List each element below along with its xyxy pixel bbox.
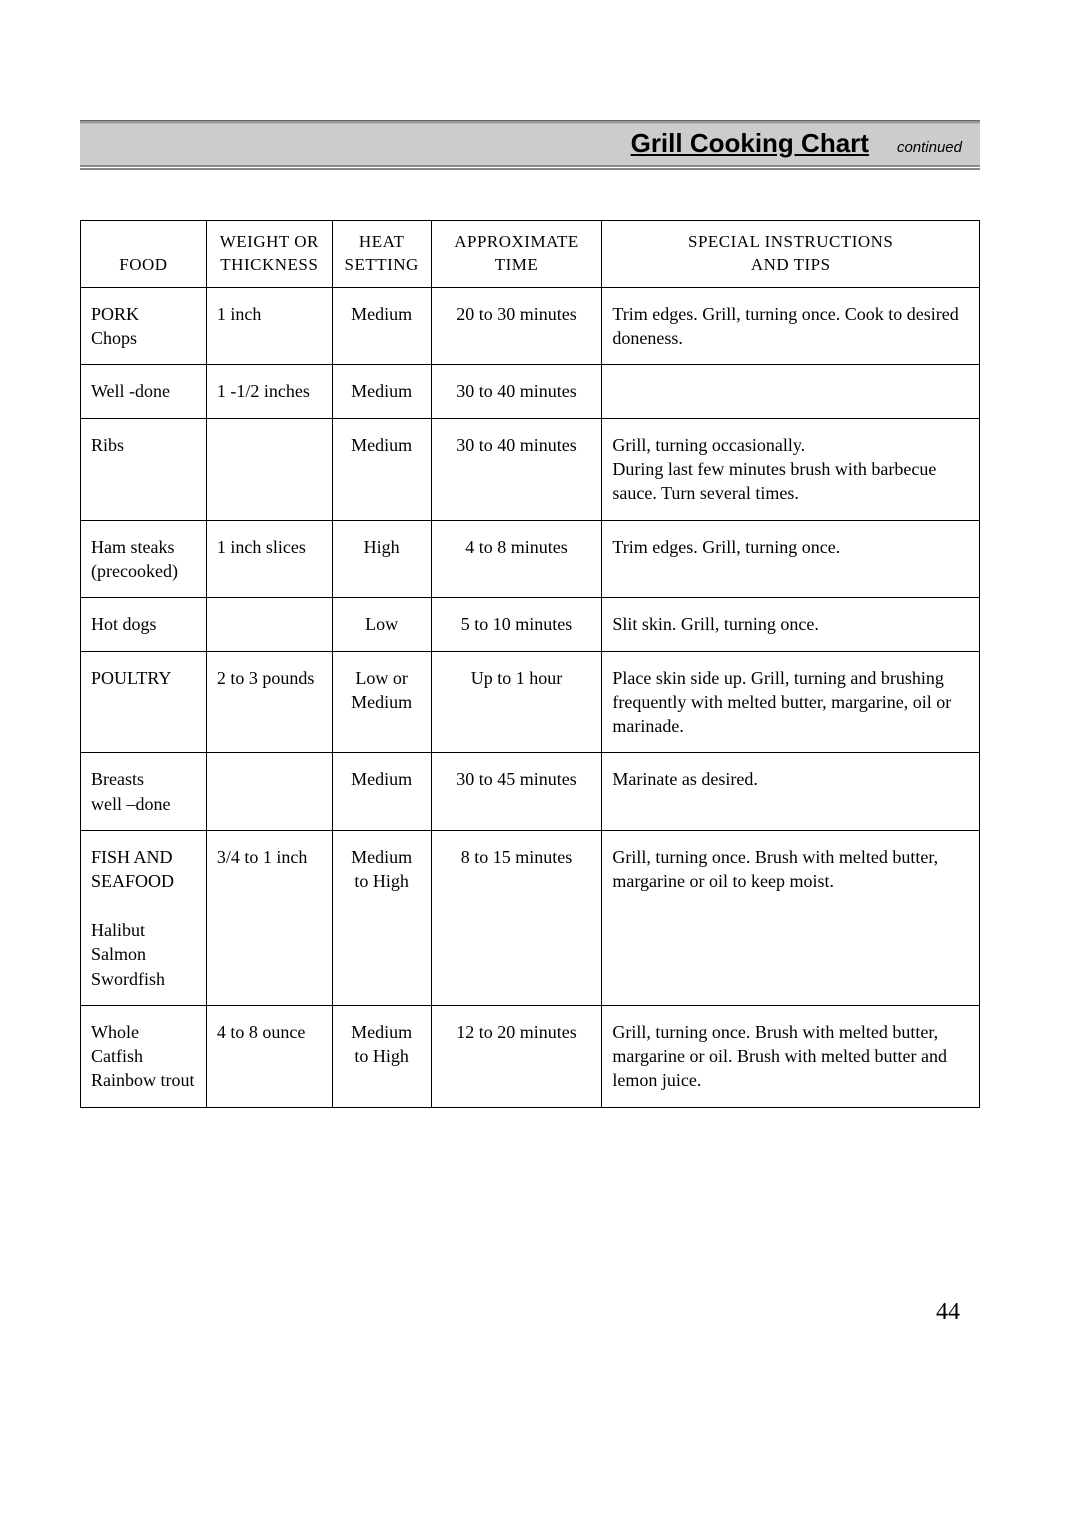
title-rule-bottom — [80, 168, 980, 170]
table-row: Ham steaks (precooked)1 inch slicesHigh4… — [81, 520, 980, 598]
page-number: 44 — [936, 1299, 960, 1326]
header-line1: APPROXIMATE — [454, 232, 579, 251]
table-header-row: FOOD WEIGHT OR THICKNESS HEAT SETTING AP… — [81, 221, 980, 288]
table-body: PORK Chops1 inchMedium20 to 30 minutesTr… — [81, 287, 980, 1107]
table-row: Well -done1 -1/2 inchesMedium30 to 40 mi… — [81, 365, 980, 418]
table-row: Ribs Medium30 to 40 minutesGrill, turning… — [81, 418, 980, 520]
header-line2: THICKNESS — [220, 255, 318, 274]
table-header: FOOD WEIGHT OR THICKNESS HEAT SETTING AP… — [81, 221, 980, 288]
table-row: PORK Chops1 inchMedium20 to 30 minutesTr… — [81, 287, 980, 365]
cell-heat: Low — [332, 598, 431, 651]
cell-time: 30 to 45 minutes — [431, 753, 602, 831]
header-line1: SPECIAL INSTRUCTIONS — [688, 232, 893, 251]
cell-tips: Trim edges. Grill, turning once. Cook to… — [602, 287, 980, 365]
cell-time: 30 to 40 minutes — [431, 365, 602, 418]
header-line2: SETTING — [344, 255, 418, 274]
table-row: Breasts well –done Medium30 to 45 minutes… — [81, 753, 980, 831]
cell-time: Up to 1 hour — [431, 651, 602, 753]
cell-food: Whole Catfish Rainbow trout — [81, 1005, 207, 1107]
table-row: POULTRY2 to 3 poundsLow or MediumUp to 1… — [81, 651, 980, 753]
cell-heat: Medium to High — [332, 831, 431, 1006]
header-line1: WEIGHT OR — [220, 232, 319, 251]
table-row: Whole Catfish Rainbow trout4 to 8 ounceM… — [81, 1005, 980, 1107]
header-line1: HEAT — [359, 232, 404, 251]
cell-time: 5 to 10 minutes — [431, 598, 602, 651]
cell-time: 20 to 30 minutes — [431, 287, 602, 365]
cell-heat: Medium to High — [332, 1005, 431, 1107]
title-bar-main: Grill Cooking Chart continued — [80, 124, 980, 167]
page-subtitle: continued — [897, 139, 962, 156]
cell-heat: Medium — [332, 365, 431, 418]
cell-weight — [206, 753, 332, 831]
col-header-tips: SPECIAL INSTRUCTIONS AND TIPS — [602, 221, 980, 288]
cell-heat: High — [332, 520, 431, 598]
cell-heat: Medium — [332, 753, 431, 831]
page-container: Grill Cooking Chart continued FOOD WEIGH… — [0, 0, 1080, 1168]
header-line2: TIME — [495, 255, 539, 274]
cell-tips: Place skin side up. Grill, turning and b… — [602, 651, 980, 753]
cell-weight: 1 -1/2 inches — [206, 365, 332, 418]
header-line2: FOOD — [119, 255, 167, 274]
cell-tips: Trim edges. Grill, turning once. — [602, 520, 980, 598]
cell-food: FISH AND SEAFOOD Halibut Salmon Swordfis… — [81, 831, 207, 1006]
cell-weight: 2 to 3 pounds — [206, 651, 332, 753]
cell-weight: 4 to 8 ounce — [206, 1005, 332, 1107]
cell-tips — [602, 365, 980, 418]
cell-tips: Grill, turning once. Brush with melted b… — [602, 1005, 980, 1107]
cell-food: POULTRY — [81, 651, 207, 753]
cell-weight: 3/4 to 1 inch — [206, 831, 332, 1006]
cell-tips: Grill, turning occasionally. During last… — [602, 418, 980, 520]
cell-food: Ribs — [81, 418, 207, 520]
cell-heat: Low or Medium — [332, 651, 431, 753]
cell-weight: 1 inch slices — [206, 520, 332, 598]
col-header-heat: HEAT SETTING — [332, 221, 431, 288]
cell-weight: 1 inch — [206, 287, 332, 365]
cell-food: Hot dogs — [81, 598, 207, 651]
cell-time: 30 to 40 minutes — [431, 418, 602, 520]
title-bar: Grill Cooking Chart continued — [80, 120, 980, 170]
cell-weight — [206, 418, 332, 520]
grill-cooking-table: FOOD WEIGHT OR THICKNESS HEAT SETTING AP… — [80, 220, 980, 1108]
cell-time: 12 to 20 minutes — [431, 1005, 602, 1107]
table-row: FISH AND SEAFOOD Halibut Salmon Swordfis… — [81, 831, 980, 1006]
table-row: Hot dogs Low5 to 10 minutesSlit skin. Gri… — [81, 598, 980, 651]
cell-heat: Medium — [332, 418, 431, 520]
cell-food: Ham steaks (precooked) — [81, 520, 207, 598]
cell-time: 4 to 8 minutes — [431, 520, 602, 598]
header-line2: AND TIPS — [751, 255, 831, 274]
col-header-weight: WEIGHT OR THICKNESS — [206, 221, 332, 288]
cell-heat: Medium — [332, 287, 431, 365]
cell-food: Breasts well –done — [81, 753, 207, 831]
cell-tips: Slit skin. Grill, turning once. — [602, 598, 980, 651]
cell-food: PORK Chops — [81, 287, 207, 365]
cell-tips: Grill, turning once. Brush with melted b… — [602, 831, 980, 1006]
cell-weight — [206, 598, 332, 651]
page-title: Grill Cooking Chart — [631, 128, 869, 159]
cell-tips: Marinate as desired. — [602, 753, 980, 831]
col-header-time: APPROXIMATE TIME — [431, 221, 602, 288]
col-header-food: FOOD — [81, 221, 207, 288]
cell-time: 8 to 15 minutes — [431, 831, 602, 1006]
cell-food: Well -done — [81, 365, 207, 418]
